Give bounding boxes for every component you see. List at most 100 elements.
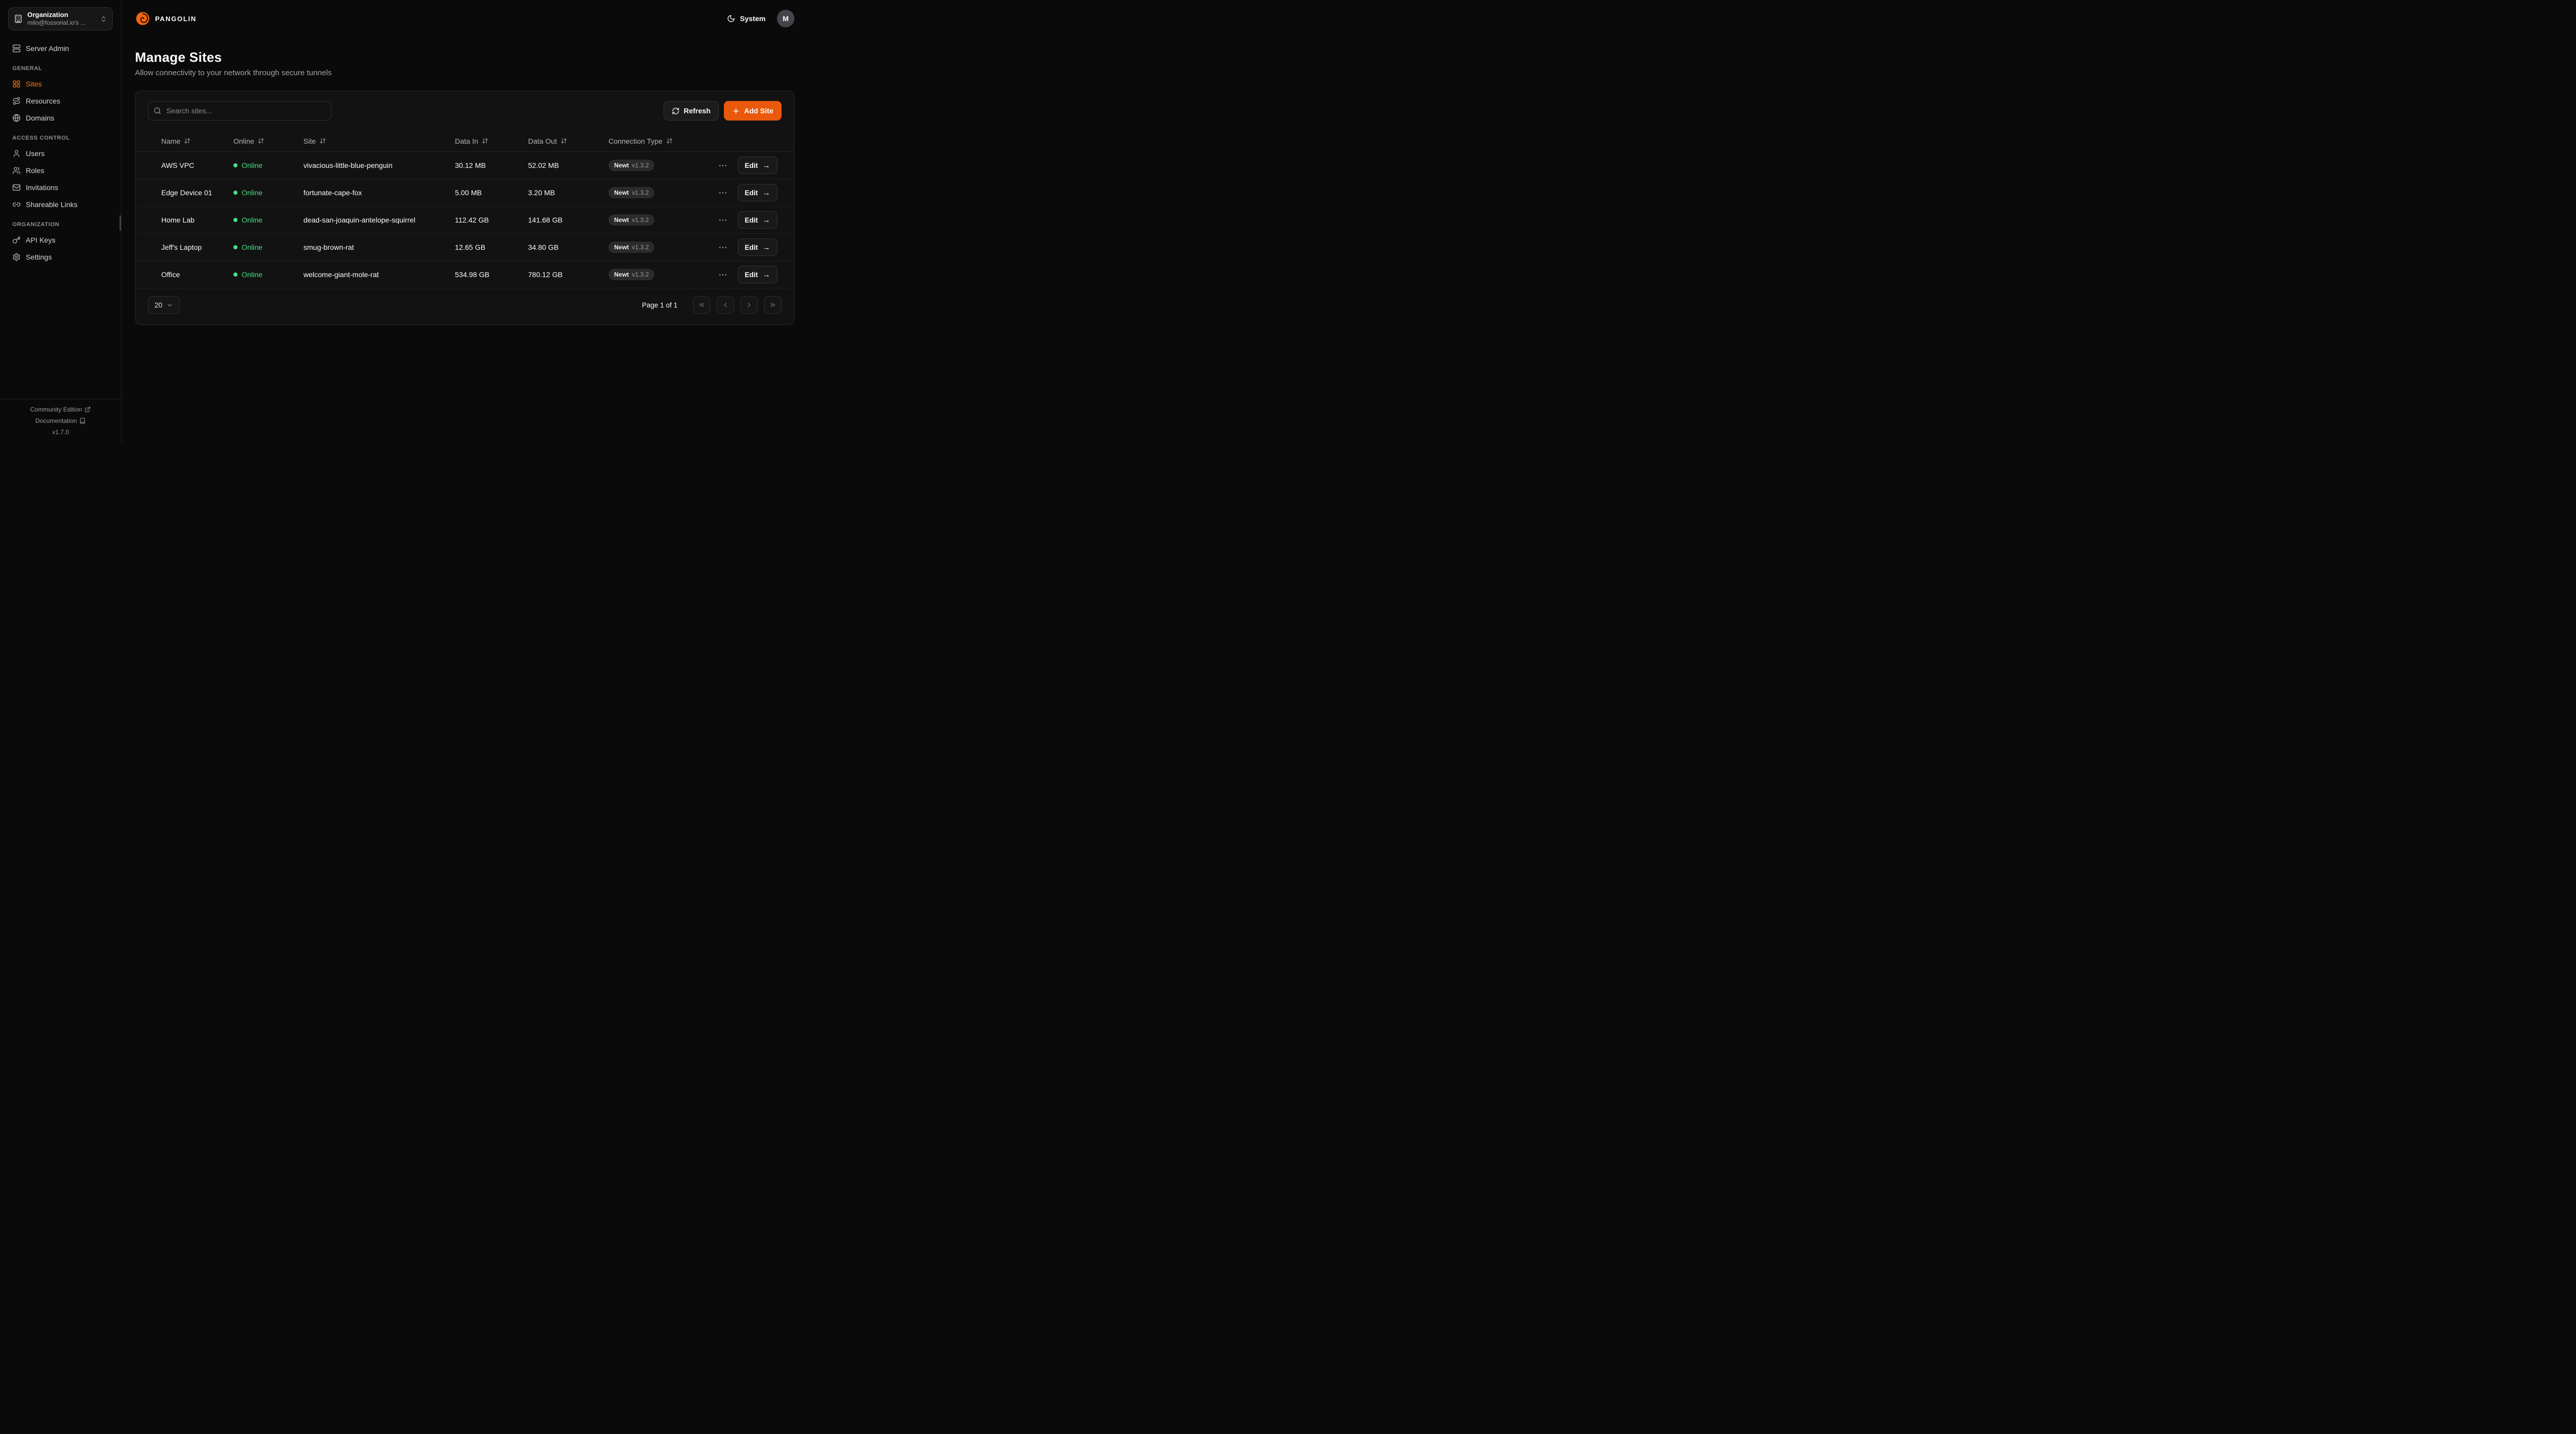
edit-label: Edit [744,216,758,224]
column-header-online[interactable]: Online [233,137,303,145]
connection-type-version: v1.3.2 [632,271,649,278]
org-selector[interactable]: Organization milo@fossorial.io's ... [8,7,113,30]
sidebar-item-users[interactable]: Users [8,145,113,162]
site-name: AWS VPC [161,161,195,169]
data-out-value: 34.80 GB [528,243,559,251]
external-link-icon [85,407,91,412]
key-icon [12,236,21,244]
next-page-button[interactable] [740,296,758,314]
sites-card: Refresh Add Site Name O [135,91,794,325]
sidebar-item-label: Roles [26,166,44,175]
page-size-value: 20 [155,301,163,309]
link-icon [12,202,21,207]
online-dot-icon [233,245,238,249]
site-slug: dead-san-joaquin-antelope-squirrel [303,216,416,224]
site-status: Online [233,161,303,169]
row-menu-button[interactable]: ⋯ [717,214,730,227]
online-label: Online [242,243,263,251]
sidebar-item-label: Invitations [26,183,59,192]
sidebar-item-label: Server Admin [26,44,70,53]
connection-type-cell: Newt v1.3.2 [608,269,717,280]
topbar-right: System M [727,10,794,27]
table-row: Edge Device 01 Online fortunate-cape-fox… [135,179,794,207]
sidebar-item-server-admin[interactable]: Server Admin [8,40,113,57]
edit-button[interactable]: Edit → [737,238,777,256]
connection-type-badge: Newt v1.3.2 [608,242,655,253]
column-header-name[interactable]: Name [161,137,233,145]
sidebar-item-label: Settings [26,252,52,261]
connection-type-cell: Newt v1.3.2 [608,187,717,198]
edit-label: Edit [744,243,758,251]
row-menu-button[interactable]: ⋯ [717,186,730,199]
toolbar-actions: Refresh Add Site [664,101,782,121]
site-slug: welcome-giant-mole-rat [303,270,379,279]
sidebar-item-roles[interactable]: Roles [8,162,113,179]
org-selector-texts: Organization milo@fossorial.io's ... [27,11,95,27]
connection-type-cell: Newt v1.3.2 [608,214,717,226]
data-in-value: 30.12 MB [455,161,486,169]
community-edition-link[interactable]: Community Edition [30,404,91,415]
sidebar-item-domains[interactable]: Domains [8,109,113,126]
theme-toggle-button[interactable]: System [727,14,766,23]
chevron-down-icon [167,303,172,306]
sidebar-item-label: Shareable Links [26,200,78,209]
add-site-button[interactable]: Add Site [724,101,782,121]
connection-type-cell: Newt v1.3.2 [608,242,717,253]
site-status: Online [233,270,303,279]
sidebar-item-settings[interactable]: Settings [8,248,113,265]
column-header-site[interactable]: Site [303,137,455,145]
sidebar-item-invitations[interactable]: Invitations [8,179,113,196]
edit-button[interactable]: Edit → [737,184,777,201]
table-row: Home Lab Online dead-san-joaquin-antelop… [135,207,794,234]
last-page-button[interactable] [764,296,782,314]
refresh-icon [672,107,679,114]
column-label: Site [303,136,316,145]
sidebar-item-sites[interactable]: Sites [8,75,113,92]
online-label: Online [242,216,263,224]
pagination-buttons [693,296,782,314]
sidebar-item-api-keys[interactable]: API Keys [8,231,113,248]
pagination: Page 1 of 1 [642,296,782,314]
page-info: Page 1 of 1 [641,301,677,309]
chevron-right-icon [748,302,751,308]
sidebar-scrollbar-thumb[interactable] [120,215,121,231]
column-header-data-in[interactable]: Data In [455,137,528,145]
chevrons-right-icon [770,303,775,307]
arrow-right-icon: → [762,270,770,279]
sidebar: Organization milo@fossorial.io's ... Ser… [0,0,122,443]
column-header-data-out[interactable]: Data Out [528,137,608,145]
data-out-value: 780.12 GB [528,270,563,279]
documentation-link[interactable]: Documentation [36,415,86,426]
edit-button[interactable]: Edit → [737,157,777,174]
edit-label: Edit [744,270,758,279]
edit-button[interactable]: Edit → [737,211,777,229]
previous-page-button[interactable] [717,296,734,314]
sidebar-item-resources[interactable]: Resources [8,92,113,109]
row-menu-button[interactable]: ⋯ [717,159,730,172]
page-content: Manage Sites Allow connectivity to your … [122,37,808,325]
community-edition-label: Community Edition [30,406,82,413]
connection-type-name: Newt [614,271,629,278]
user-avatar[interactable]: M [777,10,794,27]
add-site-label: Add Site [744,107,773,115]
column-header-connection-type[interactable]: Connection Type [608,137,777,145]
refresh-button[interactable]: Refresh [664,101,719,121]
arrow-right-icon: → [762,243,770,252]
column-label: Name [161,136,181,145]
site-name: Edge Device 01 [161,189,212,197]
search-input[interactable] [148,101,331,121]
page-title: Manage Sites [135,49,222,65]
edit-button[interactable]: Edit → [737,266,777,283]
sidebar-item-shareable-links[interactable]: Shareable Links [8,196,113,213]
online-label: Online [242,270,263,279]
page-size-select[interactable]: 20 [148,296,180,314]
row-menu-button[interactable]: ⋯ [717,241,730,254]
arrow-right-icon: → [762,215,770,225]
column-label: Data Out [528,136,557,145]
online-dot-icon [233,191,238,195]
data-in-value: 534.98 GB [455,270,489,279]
refresh-label: Refresh [684,107,711,115]
mail-icon [12,184,21,191]
first-page-button[interactable] [693,296,710,314]
row-menu-button[interactable]: ⋯ [717,268,730,281]
